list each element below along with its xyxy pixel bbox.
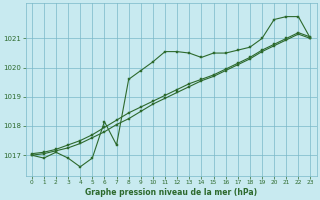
X-axis label: Graphe pression niveau de la mer (hPa): Graphe pression niveau de la mer (hPa) (85, 188, 257, 197)
